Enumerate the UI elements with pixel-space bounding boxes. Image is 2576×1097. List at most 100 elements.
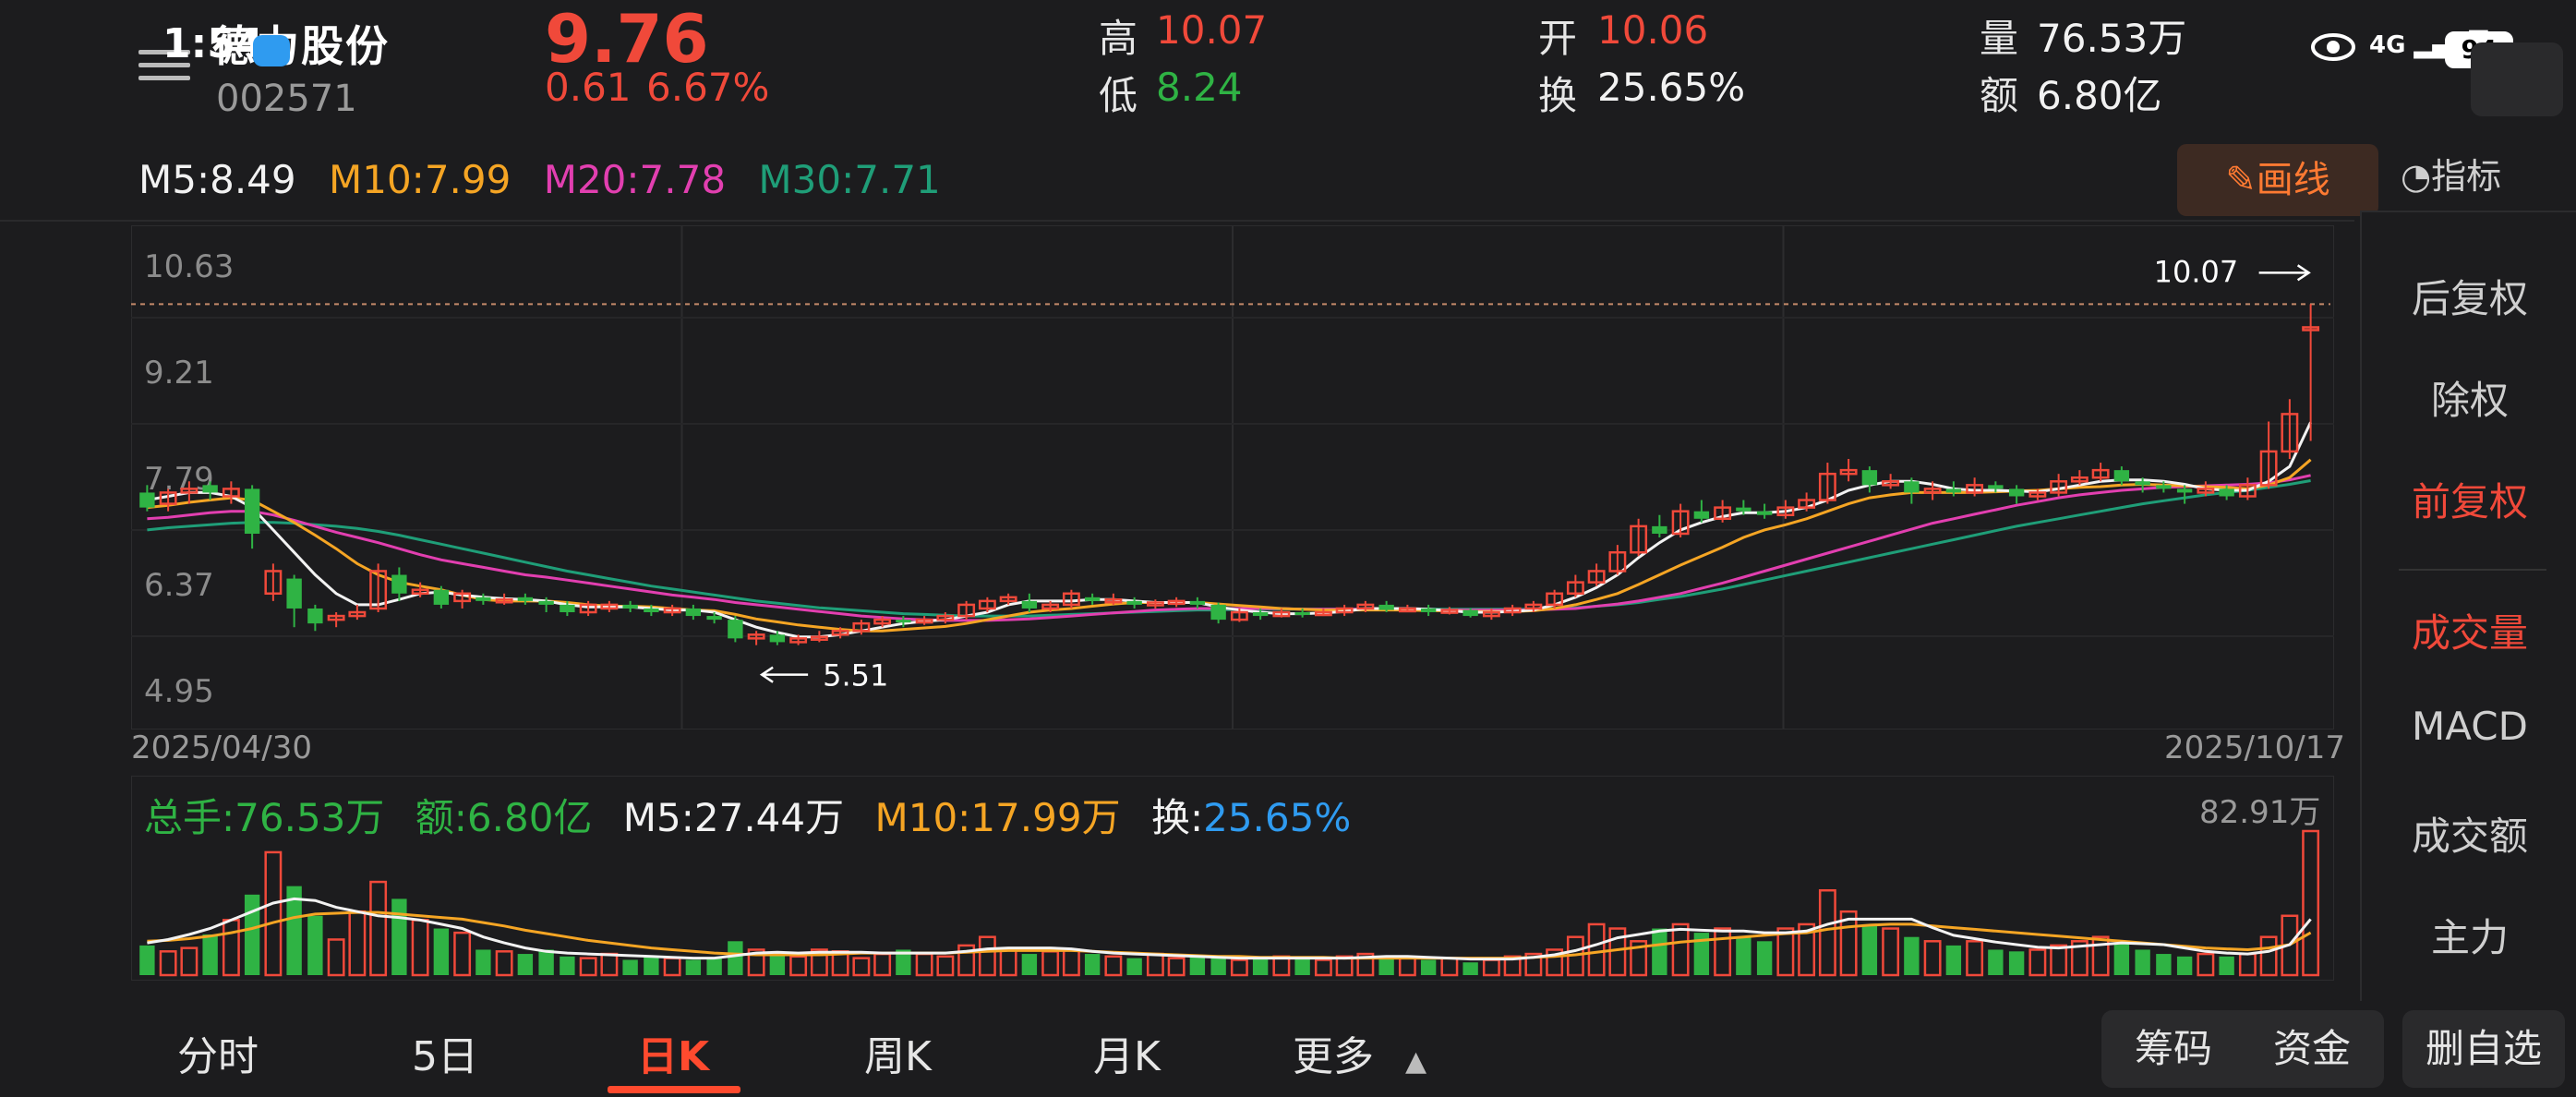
volume-bar — [560, 956, 575, 975]
side-item-volume[interactable]: 成交量 — [2411, 610, 2528, 656]
candle — [2197, 481, 2215, 497]
ma5-label: M5:8.49 — [138, 157, 296, 202]
candle-body — [579, 603, 597, 614]
candle — [286, 574, 302, 628]
date-start: 2025/04/30 — [131, 729, 312, 766]
remove-watchlist-button[interactable]: 删自选 — [2402, 1010, 2565, 1088]
candle-body — [1566, 581, 1584, 596]
candle-body — [1524, 603, 1543, 610]
tab-more[interactable]: 更多 ▲ — [1293, 1023, 1426, 1082]
candle-body — [2008, 488, 2025, 497]
volume-bar — [538, 949, 554, 975]
candle-body — [1882, 480, 1900, 487]
volume-bar — [622, 959, 638, 975]
volume-bar — [517, 954, 534, 975]
volume-bar — [2008, 951, 2025, 975]
window-toggle-button[interactable] — [2471, 42, 2563, 116]
volume-bar — [999, 948, 1017, 977]
tab-monthly-k[interactable]: 月K — [1093, 1033, 1161, 1080]
candle-body — [1652, 525, 1667, 534]
candle-body — [1167, 599, 1186, 606]
candle — [327, 612, 345, 628]
indicator-button[interactable]: ◔指标 — [2401, 148, 2501, 199]
candle — [873, 616, 892, 628]
chips-button[interactable]: 筹码 — [2134, 1026, 2212, 1071]
draw-line-button[interactable]: ✎画线 — [2177, 144, 2378, 216]
price-grid — [131, 225, 2334, 729]
date-end: 2025/10/17 — [2164, 729, 2345, 766]
candle — [1798, 492, 1816, 512]
side-item-amount[interactable]: 成交额 — [2411, 814, 2528, 859]
volume-bar — [348, 910, 367, 977]
candle — [307, 604, 323, 632]
side-item-ex-right[interactable]: 除权 — [2430, 378, 2509, 423]
side-item-pre-adjusted[interactable]: 前复权 — [2411, 479, 2528, 524]
candle-body — [2091, 468, 2110, 479]
tab-intraday[interactable]: 分时 — [177, 1033, 259, 1080]
volume-bar — [159, 950, 177, 977]
side-item-post-adjusted[interactable]: 后复权 — [2411, 276, 2528, 321]
volume-bar — [1021, 954, 1038, 975]
candle — [2028, 488, 2047, 500]
candle-body — [1482, 610, 1500, 618]
volume-bar — [244, 894, 260, 975]
volume-bar — [1378, 956, 1394, 975]
volume-bar — [810, 948, 828, 977]
tab-5day[interactable]: 5日 — [412, 1033, 478, 1080]
candle-body — [1041, 603, 1060, 610]
funds-button[interactable]: 资金 — [2272, 1026, 2351, 1071]
tab-daily-k[interactable]: 日K — [637, 1033, 710, 1080]
candle — [1021, 593, 1038, 613]
candle — [2135, 477, 2150, 493]
tab-weekly-k[interactable]: 周K — [864, 1033, 932, 1080]
candle-body — [1587, 570, 1606, 584]
side-item-macd[interactable]: MACD — [2412, 704, 2528, 749]
volume-bar — [1252, 958, 1269, 975]
price-chart[interactable]: 10.639.217.796.374.95 10.075.51 — [131, 225, 2334, 729]
candle — [579, 600, 597, 617]
side-divider — [2399, 569, 2546, 571]
candle-body — [1756, 511, 1773, 515]
candle-body — [1671, 510, 1690, 536]
price-axis: 10.639.217.796.374.95 — [144, 248, 234, 710]
candle-body — [1776, 506, 1795, 516]
candle-body — [600, 603, 619, 610]
candle-body — [706, 616, 722, 621]
chips-funds-group: 筹码 资金 — [2101, 1010, 2384, 1088]
candle-body — [1294, 612, 1310, 616]
candle-body — [831, 630, 849, 636]
candle — [1524, 600, 1543, 613]
candle — [1356, 600, 1375, 613]
ma-legend: M5:8.49 M10:7.99 M20:7.78 M30:7.71 — [138, 157, 961, 202]
volume-legend: 总手:76.53万 额:6.80亿 M5:27.44万 M10:17.99万 换… — [144, 787, 1369, 843]
volume-chart[interactable] — [131, 776, 2334, 981]
candle-body — [1062, 592, 1080, 607]
candle-body — [2219, 488, 2234, 497]
side-item-main-force[interactable]: 主力 — [2430, 915, 2509, 960]
stock-name: 德力股份 — [212, 21, 390, 71]
volume-bar — [2197, 952, 2215, 977]
candle — [264, 563, 283, 601]
candle — [202, 481, 218, 500]
candle — [1378, 600, 1394, 613]
price-axis-label-1: 9.21 — [144, 355, 214, 392]
volume-bar — [2070, 940, 2088, 977]
candle — [1146, 599, 1164, 609]
candle-body — [622, 604, 638, 609]
candle-body — [2113, 470, 2130, 482]
volume-bar — [2113, 943, 2130, 975]
candle — [1736, 500, 1751, 515]
volume-bar — [475, 949, 491, 975]
volume-bar — [453, 931, 472, 977]
volume-bar — [1084, 954, 1101, 975]
open-label: 开 — [1538, 16, 1578, 61]
candle — [1608, 545, 1627, 575]
volume-bar — [264, 850, 283, 977]
menu-icon[interactable] — [138, 42, 190, 88]
candle-body — [139, 492, 155, 508]
candle-body — [2156, 485, 2172, 489]
candle-body — [1861, 470, 1878, 486]
vol-turnover-label: 换: — [1150, 795, 1204, 840]
candle-body — [2135, 481, 2150, 486]
eye-icon — [2311, 33, 2355, 61]
